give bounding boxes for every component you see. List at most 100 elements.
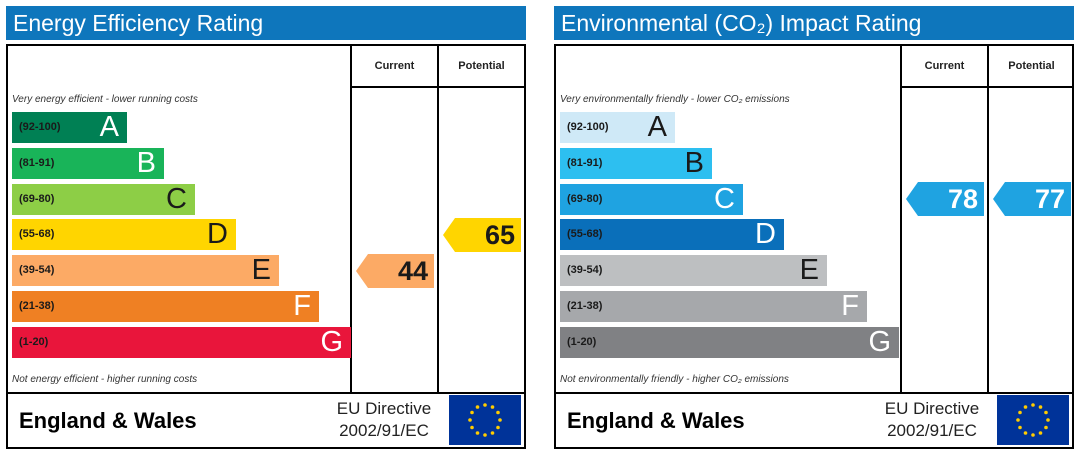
header-divider <box>350 86 526 88</box>
band-range-label: (1-20) <box>567 335 597 348</box>
eu-star <box>475 405 480 409</box>
band-e: (39-54) E <box>560 254 827 287</box>
eu-directive: EU Directive 2002/91/EC <box>324 398 444 442</box>
eu-star <box>1038 431 1043 435</box>
potential-rating-value: 65 <box>484 219 515 250</box>
band-letter: E <box>251 254 271 287</box>
potential-rating-arrow: 77 <box>993 182 1071 217</box>
footer-divider <box>8 392 524 394</box>
potential-rating-value: 77 <box>1034 184 1065 215</box>
band-letter: E <box>799 254 819 287</box>
band-d: (55-68) D <box>560 218 784 251</box>
directive-line-1: EU Directive <box>884 399 980 418</box>
eu-star <box>1044 410 1048 415</box>
current-column-header: Current <box>924 60 965 72</box>
eu-star <box>1016 418 1020 422</box>
band-letter: A <box>99 111 119 143</box>
eu-star <box>1023 431 1028 435</box>
eu-star <box>496 425 500 430</box>
band-c: (69-80) C <box>12 182 195 215</box>
band-range-label: (55-68) <box>19 228 55 241</box>
band-letter: B <box>136 146 156 179</box>
band-letter: C <box>166 182 187 215</box>
eu-flag-icon <box>449 395 521 445</box>
footer-label: England & Wales <box>19 408 197 433</box>
bottom-note: Not environmentally friendly - higher CO… <box>560 374 789 385</box>
band-range-label: (69-80) <box>19 192 55 205</box>
band-letter: A <box>647 111 667 143</box>
band-a: (92-100) A <box>560 112 675 143</box>
environmental-impact-panel: Environmental (CO₂) Impact Rating Curren… <box>554 6 1074 449</box>
eu-star <box>468 418 472 422</box>
current-rating-value: 44 <box>397 255 428 286</box>
potential-column-header: Potential <box>1008 60 1055 72</box>
band-e: (39-54) E <box>12 254 279 287</box>
top-note: Very environmentally friendly - lower CO… <box>560 94 790 105</box>
rating-frame: Current Potential Very energy efficient … <box>6 44 526 449</box>
band-range-label: (21-38) <box>567 300 603 312</box>
current-column-header: Current <box>374 60 415 72</box>
band-letter: B <box>684 146 704 179</box>
band-letter: G <box>868 325 891 358</box>
band-c: (69-80) C <box>560 182 743 215</box>
band-range-label: (21-38) <box>19 300 55 312</box>
eu-star <box>1044 425 1048 430</box>
band-range-label: (81-91) <box>567 156 603 169</box>
band-range-label: (39-54) <box>567 264 603 277</box>
band-b: (81-91) B <box>560 146 712 179</box>
band-letter: D <box>207 218 228 251</box>
eu-star <box>1046 418 1050 422</box>
eu-star <box>483 433 487 437</box>
band-letter: D <box>755 218 776 251</box>
rating-frame: Current Potential Very environmentally f… <box>554 44 1074 449</box>
band-range-label: (55-68) <box>567 228 603 241</box>
eu-star <box>490 431 495 435</box>
band-range-label: (69-80) <box>567 192 603 205</box>
eu-star <box>1023 405 1028 409</box>
current-rating-arrow: 44 <box>356 253 434 288</box>
column-divider <box>350 46 352 394</box>
band-range-label: (1-20) <box>19 335 49 348</box>
panel-title: Environmental (CO₂) Impact Rating <box>554 6 1074 40</box>
top-note: Very energy efficient - lower running co… <box>12 94 198 105</box>
eu-star <box>496 410 500 415</box>
column-divider <box>437 46 439 394</box>
band-range-label: (39-54) <box>19 264 55 277</box>
band-d: (55-68) D <box>12 218 236 251</box>
band-g: (1-20) G <box>560 325 899 358</box>
eu-flag-icon <box>997 395 1069 445</box>
eu-star <box>1018 425 1022 430</box>
footer-divider <box>556 392 1072 394</box>
band-b: (81-91) B <box>12 146 164 179</box>
directive-line-1: EU Directive <box>336 399 432 418</box>
band-letter: C <box>714 182 735 215</box>
eu-star <box>498 418 502 422</box>
band-letter: F <box>841 290 859 322</box>
directive-line-2: 2002/91/EC <box>339 421 429 440</box>
band-range-label: (92-100) <box>567 121 609 133</box>
band-f: (21-38) F <box>560 291 867 322</box>
band-f: (21-38) F <box>12 291 319 322</box>
eu-star <box>490 405 495 409</box>
band-letter: F <box>293 290 311 322</box>
band-a: (92-100) A <box>12 112 127 143</box>
eu-directive: EU Directive 2002/91/EC <box>872 398 992 442</box>
potential-column-header: Potential <box>458 60 505 72</box>
energy-efficiency-panel: Energy Efficiency Rating Current Potenti… <box>6 6 526 449</box>
band-letter: G <box>320 325 343 358</box>
eu-star <box>1031 403 1035 407</box>
eu-star <box>1038 405 1043 409</box>
footer-label: England & Wales <box>567 408 745 433</box>
band-g: (1-20) G <box>12 325 351 358</box>
potential-rating-arrow: 65 <box>443 217 521 252</box>
eu-star <box>1031 433 1035 437</box>
eu-star <box>475 431 480 435</box>
band-range-label: (92-100) <box>19 121 61 133</box>
panel-title: Energy Efficiency Rating <box>6 6 526 40</box>
eu-star <box>470 425 474 430</box>
bottom-note: Not energy efficient - higher running co… <box>12 374 198 385</box>
column-divider <box>987 46 989 394</box>
header-divider <box>900 86 1074 88</box>
current-rating-arrow: 78 <box>906 182 984 217</box>
eu-star <box>1018 410 1022 415</box>
